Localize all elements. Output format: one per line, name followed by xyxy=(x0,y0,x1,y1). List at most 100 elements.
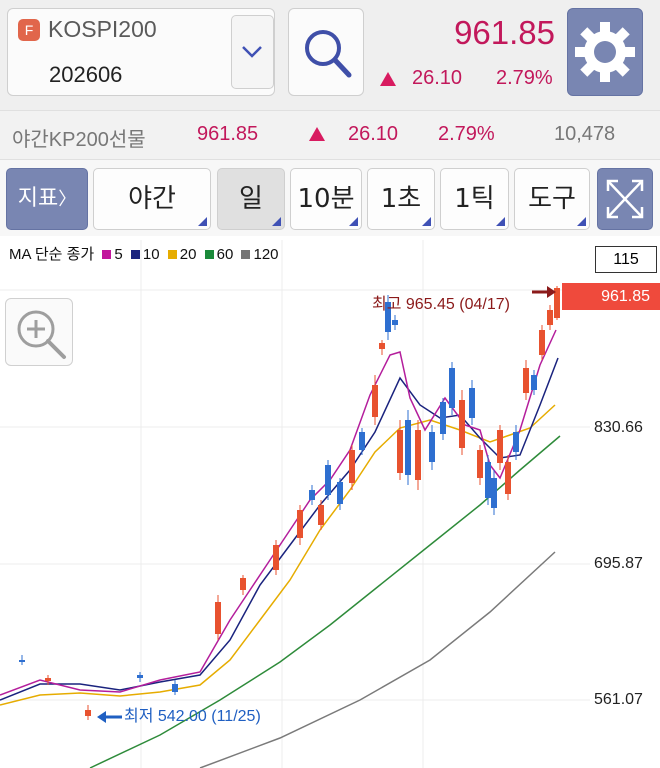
contract-code: 202606 xyxy=(49,62,123,87)
period-10min-button[interactable]: 10분 xyxy=(290,168,362,230)
up-triangle-icon xyxy=(380,72,396,86)
indicator-label: 지표 xyxy=(17,186,59,211)
legend-swatch xyxy=(204,250,214,259)
search-icon xyxy=(305,30,352,78)
candle xyxy=(325,460,331,500)
candle xyxy=(273,540,279,575)
candle xyxy=(469,380,475,425)
dropdown-corner-icon xyxy=(272,217,281,226)
legend-swatch xyxy=(167,250,177,259)
high-price-note: 최고 965.45 (04/17) xyxy=(372,296,510,313)
symbol-name: KOSPI200 xyxy=(48,16,157,42)
chart-toolbar: 지표〉 야간 일 10분 1초 1틱 도구 xyxy=(0,160,660,236)
search-button[interactable] xyxy=(288,8,364,96)
symbol-selector[interactable]: F KOSPI200 202606 xyxy=(7,8,275,96)
candle xyxy=(554,286,560,320)
ma5-line xyxy=(0,329,557,696)
candlestick-chart[interactable] xyxy=(0,237,660,768)
candle xyxy=(429,425,435,470)
candle xyxy=(385,295,391,340)
candle xyxy=(215,595,221,640)
legend-item-ma60: 60 xyxy=(204,246,233,263)
candle xyxy=(449,362,455,415)
candles xyxy=(19,286,560,720)
ma60-line xyxy=(89,435,561,768)
night-futures-volume: 10,478 xyxy=(554,123,616,145)
dropdown-corner-icon xyxy=(349,217,358,226)
candle xyxy=(539,325,545,360)
dropdown-corner-icon xyxy=(422,217,431,226)
legend-item-ma10: 10 xyxy=(130,246,160,263)
legend-item-ma20: 20 xyxy=(167,246,196,263)
candle xyxy=(359,428,365,455)
candle xyxy=(137,672,143,682)
candle xyxy=(531,370,537,395)
current-price: 961.85 xyxy=(454,14,555,51)
settings-button[interactable] xyxy=(567,8,643,96)
night-futures-price: 961.85 xyxy=(197,123,259,145)
night-futures-bar: 야간KP200선물 961.85 26.10 2.79% 10,478 xyxy=(0,110,660,160)
candle xyxy=(45,675,51,685)
night-futures-rate: 2.79% xyxy=(438,123,495,145)
display-count-box[interactable]: 115 xyxy=(595,246,657,273)
grid xyxy=(0,240,590,768)
candle xyxy=(547,305,553,330)
candle xyxy=(491,470,497,515)
zoom-button[interactable] xyxy=(5,298,73,366)
period-1sec-button[interactable]: 1초 xyxy=(367,168,435,230)
candle xyxy=(379,340,385,355)
candle xyxy=(405,410,411,485)
current-price-tag: 961.85 xyxy=(562,283,660,310)
candle xyxy=(505,455,511,500)
ma-legend[interactable]: MA 단순 종가 5 10 20 60 120 xyxy=(9,243,283,264)
fullscreen-button[interactable] xyxy=(597,168,653,230)
period-1sec-label: 1초 xyxy=(380,184,422,214)
candle xyxy=(440,398,446,440)
ma120-line xyxy=(199,551,556,768)
up-triangle-icon xyxy=(309,127,325,141)
candle xyxy=(318,500,324,530)
dropdown-corner-icon xyxy=(577,217,586,226)
gear-icon xyxy=(575,22,635,82)
price-change-rate: 2.79% xyxy=(496,67,553,89)
candle xyxy=(19,655,25,665)
price-change: 26.10 xyxy=(412,67,463,89)
symbol-dropdown-button[interactable] xyxy=(231,15,274,89)
legend-swatch xyxy=(102,250,112,259)
expand-icon xyxy=(606,179,644,219)
futures-badge: F xyxy=(18,19,40,41)
candle xyxy=(497,425,503,470)
y-axis-label: 695.87 xyxy=(594,555,643,572)
candle xyxy=(415,420,421,490)
dropdown-corner-icon xyxy=(198,217,207,226)
indicator-button[interactable]: 지표〉 xyxy=(6,168,88,230)
tools-button[interactable]: 도구 xyxy=(514,168,590,230)
legend-swatch xyxy=(130,250,140,259)
candle xyxy=(485,455,491,505)
chevron-right-icon: 〉 xyxy=(58,189,77,210)
low-arrow-icon xyxy=(97,711,122,723)
night-futures-label: 야간KP200선물 xyxy=(12,129,146,151)
session-label: 야간 xyxy=(128,184,176,214)
legend-swatch xyxy=(241,250,251,259)
period-1tick-button[interactable]: 1틱 xyxy=(440,168,509,230)
dropdown-corner-icon xyxy=(496,217,505,226)
candle xyxy=(309,485,315,505)
night-futures-change: 26.10 xyxy=(348,123,399,145)
candle xyxy=(240,575,246,595)
period-1tick-label: 1틱 xyxy=(454,184,495,214)
quote-header: F KOSPI200 202606 961.85 26.10 2.79% xyxy=(0,0,660,110)
candle xyxy=(513,425,519,460)
period-day-button[interactable]: 일 xyxy=(217,168,285,230)
candle xyxy=(172,680,178,695)
legend-item-ma5: 5 xyxy=(102,246,123,263)
candle xyxy=(397,420,403,480)
legend-title: MA 단순 종가 xyxy=(9,246,95,263)
y-axis-label: 830.66 xyxy=(594,419,643,436)
candle xyxy=(392,315,398,330)
period-10min-label: 10분 xyxy=(297,184,355,214)
candle xyxy=(459,390,465,455)
session-selector[interactable]: 야간 xyxy=(93,168,211,230)
legend-item-ma120: 120 xyxy=(241,246,279,263)
candle xyxy=(297,505,303,545)
